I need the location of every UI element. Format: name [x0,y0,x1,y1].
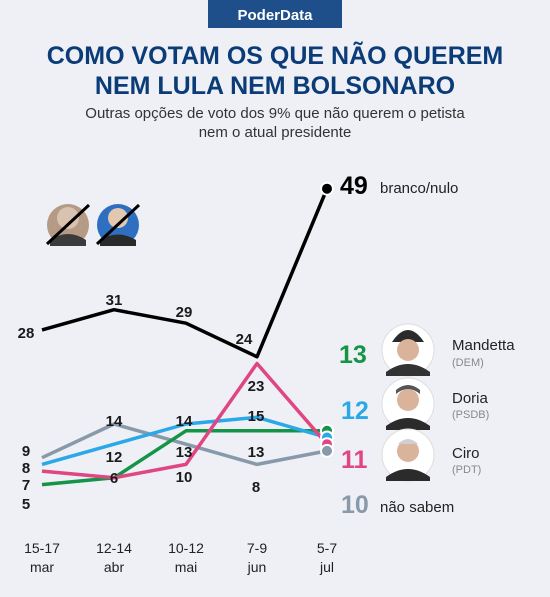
series-line-ciro [41,361,329,480]
series-line-doria [41,415,328,467]
final-value-branco-nulo: 49 [340,172,368,200]
data-label: 31 [106,292,123,309]
subtitle-line-2: nem o atual presidente [199,124,352,141]
series-end-points [320,181,334,458]
series-line-nao-sabem [41,422,328,467]
data-label: 7 [22,477,30,494]
title-line-1: COMO VOTAM OS QUE NÃO QUEREM [47,40,504,70]
x-tick-label: 7-9 [247,540,267,556]
data-label: 15 [248,408,265,425]
brand-badge [208,0,342,28]
lula-avatar-crossed [45,203,91,246]
data-label: 13 [248,444,265,461]
x-tick-label: 5-7 [317,540,337,556]
ciro-avatar [381,428,435,482]
data-label: 8 [22,460,30,477]
end-point-branco-nulo [320,181,334,196]
bolsonaro-avatar-crossed [95,203,141,246]
x-tick-label: jun [247,559,267,575]
label-branco-nulo: branco/nulo [380,180,458,197]
data-labels: 28 31 29 24 9 8 7 5 14 12 6 14 13 10 15 … [18,292,265,513]
end-point-nao-sabem [320,443,334,458]
final-value-ciro: 11 [341,446,368,474]
final-value-doria: 12 [341,397,369,425]
party-doria: (PSDB) [452,409,489,421]
label-ciro: Ciro [452,445,480,462]
party-ciro: (PDT) [452,464,481,476]
final-value-mandetta: 13 [339,341,367,369]
data-label: 14 [176,413,193,430]
party-mandetta: (DEM) [452,357,484,369]
data-label: 12 [106,449,123,466]
x-axis: 15-17 mar 12-14 abr 10-12 mai 7-9 jun 5-… [24,540,337,575]
doria-avatar [381,377,435,431]
data-label: 29 [176,304,193,321]
label-nao-sabem: não sabem [380,499,454,516]
x-tick-label: 12-14 [96,540,132,556]
data-label: 14 [106,413,123,430]
data-label: 23 [248,378,265,395]
data-label: 5 [22,496,30,513]
data-label: 13 [176,444,193,461]
brand-label: PoderData [237,7,313,24]
title-line-2: NEM LULA NEM BOLSONARO [95,72,455,100]
final-value-nao-sabem: 10 [341,491,369,519]
x-tick-label: mai [175,559,198,575]
x-tick-label: jul [319,559,334,575]
series-line-branco-nulo [41,188,329,359]
data-label: 9 [22,443,30,460]
data-label: 8 [252,479,260,496]
series-line-mandetta [41,429,327,487]
data-label: 10 [176,469,193,486]
subtitle-line-1: Outras opções de voto dos 9% que não que… [85,105,465,122]
x-tick-label: 10-12 [168,540,204,556]
x-tick-label: mar [30,559,54,575]
data-label: 28 [18,325,35,342]
mandetta-avatar [381,323,435,377]
data-label: 6 [110,470,118,487]
data-label: 24 [236,331,253,348]
x-tick-label: 15-17 [24,540,60,556]
label-doria: Doria [452,390,489,407]
label-mandetta: Mandetta [452,337,515,354]
series-lines [41,188,329,487]
x-tick-label: abr [104,559,125,575]
